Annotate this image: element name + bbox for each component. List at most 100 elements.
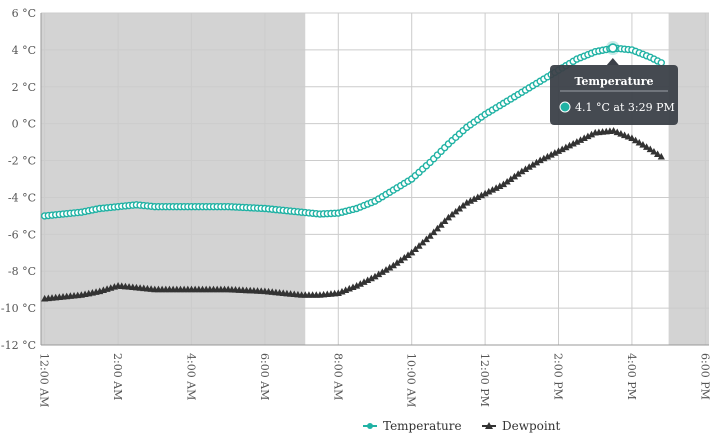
dewpoint-point (411, 245, 419, 253)
dewpoint-point (529, 160, 537, 168)
x-tick-label: 6:00 PM (698, 353, 711, 400)
dewpoint-point (532, 158, 541, 166)
dewpoint-point (375, 270, 383, 278)
x-tick-label: 4:00 PM (625, 353, 638, 400)
x-tick-label: 12:00 PM (478, 353, 491, 407)
dewpoint-point (514, 170, 522, 177)
legend-label-dewpoint: Dewpoint (502, 419, 560, 433)
dewpoint-point (448, 210, 456, 218)
x-tick-label: 8:00 AM (331, 353, 344, 400)
tooltip-arrow (606, 58, 619, 65)
dewpoint-point (565, 141, 574, 149)
dewpoint-point (587, 130, 596, 138)
dewpoint-point (547, 151, 555, 158)
dewpoint-point (584, 132, 592, 140)
temperature-point (657, 59, 665, 67)
dewpoint-point (488, 186, 497, 193)
dewpoint-point (463, 198, 471, 206)
dewpoint-point (455, 204, 464, 212)
dewpoint-point (364, 276, 372, 284)
dewpoint-point (470, 195, 478, 202)
dewpoint-point (540, 154, 548, 162)
legend-marker-dewpoint (485, 422, 493, 429)
dewpoint-point (503, 177, 511, 185)
tooltip-box (550, 65, 678, 125)
y-tick-label: -10 °C (1, 302, 36, 315)
dewpoint-point (536, 156, 544, 164)
dewpoint-point (430, 228, 438, 236)
dewpoint-point (452, 207, 460, 215)
dewpoint-point (356, 280, 364, 287)
dewpoint-point (397, 256, 405, 264)
dewpoint-point (654, 150, 662, 158)
dewpoint-point (499, 180, 508, 188)
dewpoint-point (422, 235, 430, 243)
legend-label-temperature: Temperature (383, 419, 462, 433)
dewpoint-point (477, 191, 486, 199)
dewpoint-point (415, 242, 423, 249)
dewpoint-point (525, 163, 533, 170)
dewpoint-point (554, 147, 563, 154)
x-tick-label: 2:00 AM (111, 353, 124, 400)
dewpoint-point (551, 149, 559, 156)
dewpoint-point (635, 138, 643, 146)
dewpoint-point (419, 238, 427, 246)
dewpoint-point (382, 266, 390, 273)
dewpoint-point (518, 167, 526, 175)
y-tick-label: -12 °C (1, 339, 36, 352)
y-tick-label: -8 °C (8, 265, 36, 278)
dewpoint-point (433, 224, 441, 232)
legend-marker-temperature (367, 423, 373, 429)
dewpoint-point (485, 187, 493, 195)
x-tick-label: 2:00 PM (552, 353, 565, 400)
dewpoint-point (510, 172, 519, 180)
dewpoint-point (444, 213, 453, 221)
x-tick-label: 4:00 AM (184, 353, 197, 400)
dewpoint-point (371, 272, 379, 280)
dewpoint-point (643, 143, 651, 150)
y-tick-label: 0 °C (12, 118, 36, 131)
dewpoint-point (367, 274, 375, 282)
y-tick-label: 2 °C (12, 81, 36, 94)
y-tick-label: 4 °C (12, 44, 36, 57)
dewpoint-point (492, 184, 500, 191)
y-tick-label: -6 °C (8, 228, 36, 241)
dewpoint-point (437, 221, 445, 228)
dewpoint-point (353, 281, 361, 289)
legend-item-temperature[interactable]: Temperature (363, 419, 462, 433)
x-tick-label: 12:00 AM (38, 353, 51, 407)
legend-item-dewpoint[interactable]: Dewpoint (482, 419, 560, 433)
tooltip-value-text: 4.1 °C at 3:29 PM (575, 101, 675, 114)
dewpoint-point (631, 136, 640, 144)
night-shaded-region (668, 13, 709, 345)
y-tick-label: -2 °C (8, 155, 36, 168)
dewpoint-point (646, 145, 654, 153)
tooltip-series-swatch (559, 101, 571, 113)
dewpoint-point (576, 136, 585, 143)
dewpoint-point (441, 217, 449, 225)
dewpoint-point (474, 193, 482, 201)
dewpoint-point (569, 139, 577, 147)
dewpoint-point (628, 134, 636, 142)
dewpoint-point (496, 182, 504, 189)
dewpoint-point (466, 197, 475, 204)
dewpoint-point (521, 165, 530, 173)
x-tick-label: 10:00 AM (405, 353, 418, 407)
dewpoint-point (507, 175, 515, 182)
dewpoint-point (459, 201, 467, 209)
dewpoint-point (481, 189, 489, 197)
dewpoint-point (650, 147, 658, 155)
dewpoint-point (580, 134, 588, 142)
dewpoint-point (573, 138, 581, 145)
dewpoint-point (558, 145, 566, 153)
dewpoint-point (543, 152, 552, 160)
tooltip-title: Temperature (574, 75, 653, 88)
dewpoint-point (360, 278, 368, 285)
tooltip-highlight-point (608, 43, 618, 53)
dewpoint-point (378, 268, 386, 275)
dewpoint-point (408, 248, 416, 256)
y-tick-label: -4 °C (8, 191, 36, 204)
dewpoint-point (639, 141, 647, 148)
